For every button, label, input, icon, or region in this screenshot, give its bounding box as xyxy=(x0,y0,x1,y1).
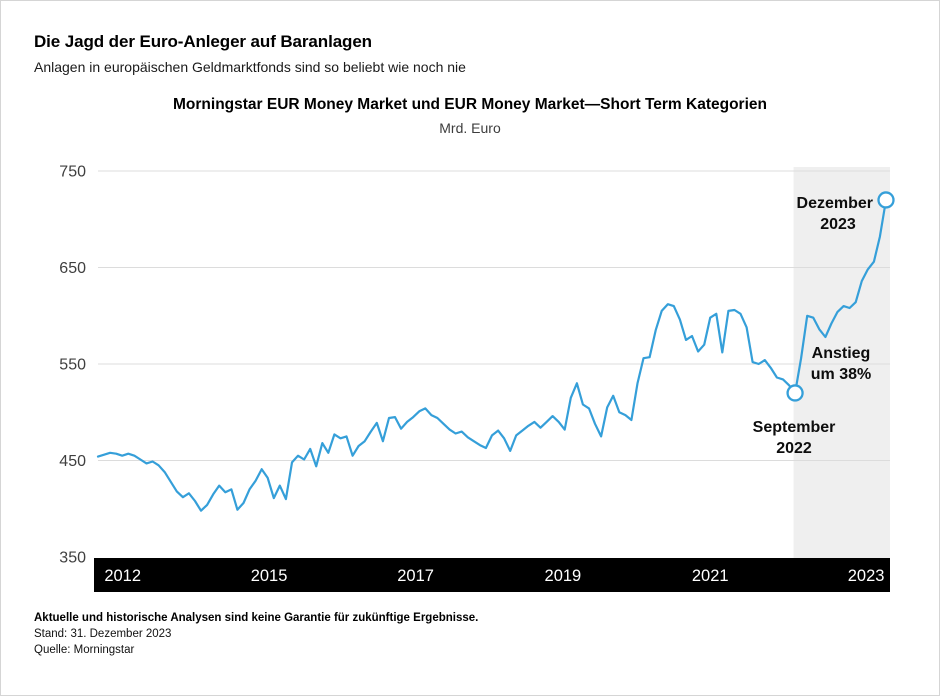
y-tick-label-650: 650 xyxy=(59,260,86,277)
chart-footer: Aktuelle und historische Analysen sind k… xyxy=(34,610,478,658)
series-line xyxy=(96,198,888,512)
annotation-text-2: Anstieg xyxy=(812,345,871,362)
x-tick-label-2012: 2012 xyxy=(104,567,141,585)
page-subtitle: Anlagen in europäischen Geldmarktfonds s… xyxy=(34,59,466,75)
data-point-marker xyxy=(877,191,895,209)
highlight-region xyxy=(793,167,890,558)
x-tick-label-2023: 2023 xyxy=(848,567,885,585)
annotation-text-3: um 38% xyxy=(811,366,871,383)
page-title: Die Jagd der Euro-Anleger auf Baranlagen xyxy=(34,32,372,51)
y-tick-label-450: 450 xyxy=(59,453,86,470)
chart-unit-label: Mrd. Euro xyxy=(439,120,501,136)
annotation-text-5: 2022 xyxy=(776,440,812,457)
x-tick-label-2015: 2015 xyxy=(251,567,288,585)
data-point-marker xyxy=(786,384,804,402)
annotation-text-0: Dezember xyxy=(797,195,873,212)
footer-as-of-date: Stand: 31. Dezember 2023 xyxy=(34,628,172,640)
footer-disclaimer: Aktuelle und historische Analysen sind k… xyxy=(34,612,479,624)
chart-title: Morningstar EUR Money Market und EUR Mon… xyxy=(173,96,767,113)
x-tick-label-2017: 2017 xyxy=(397,567,434,585)
y-tick-label-350: 350 xyxy=(59,550,86,567)
x-axis-band xyxy=(94,558,890,592)
x-tick-label-2019: 2019 xyxy=(545,567,582,585)
y-tick-label-750: 750 xyxy=(59,164,86,181)
footer-source: Quelle: Morningstar xyxy=(34,644,135,656)
annotation-text-1: 2023 xyxy=(820,216,856,233)
x-tick-label-2021: 2021 xyxy=(692,567,729,585)
y-tick-label-550: 550 xyxy=(59,357,86,374)
annotation-text-4: September xyxy=(753,419,836,436)
chart-svg: 750 650 550 450 350 2012 2015 2017 2019 2021 2023 D… xyxy=(59,164,895,592)
